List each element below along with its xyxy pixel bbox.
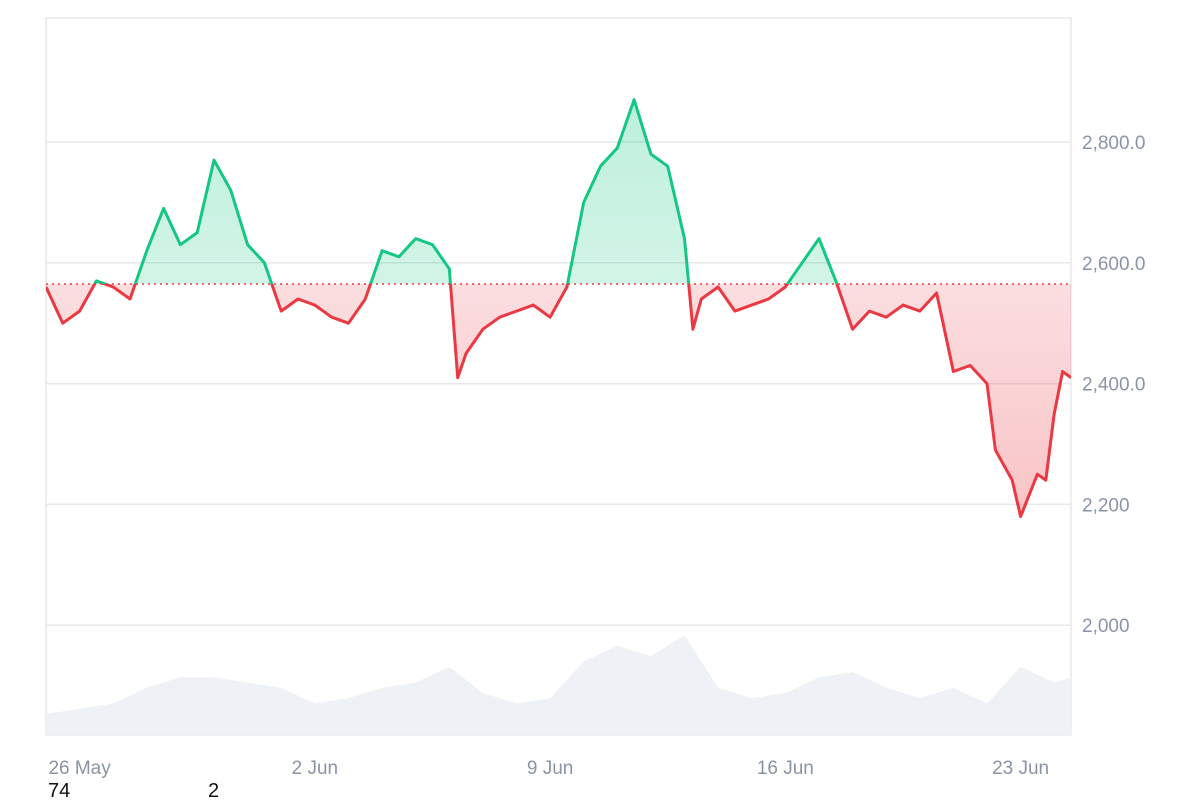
y-tick-label: 2,800.0 [1082,133,1145,154]
price-lines [46,98,1071,518]
x-tick-label: 26 May [48,758,111,779]
volume-area [46,635,1071,735]
footer-left-number: 74 [48,780,71,802]
y-tick-label: 2,200 [1082,495,1130,516]
y-tick-label: 2,000 [1082,616,1130,637]
x-axis-ticks: 26 May 2 Jun 9 Jun 16 Jun 23 Jun [48,758,1049,779]
y-axis-ticks: 2,000 2,200 2,400.0 2,600.0 2,800.0 [1082,133,1145,637]
x-tick-label: 2 Jun [292,758,338,779]
volume-area-path [46,635,1071,735]
x-tick-label: 16 Jun [757,758,814,779]
price-areas [46,99,1071,517]
price-area-below-baseline [46,283,1071,517]
price-line-below-baseline [46,283,1071,518]
x-tick-label: 23 Jun [992,758,1049,779]
grid-lines [45,17,1072,736]
footer-right-number: 2 [208,780,220,802]
y-tick-label: 2,600.0 [1082,254,1145,275]
x-tick-label: 9 Jun [527,758,573,779]
plot-frame [45,17,1072,736]
price-line-above-baseline [92,98,839,284]
y-tick-label: 2,400.0 [1082,375,1145,396]
price-area-above-baseline [46,99,1071,284]
